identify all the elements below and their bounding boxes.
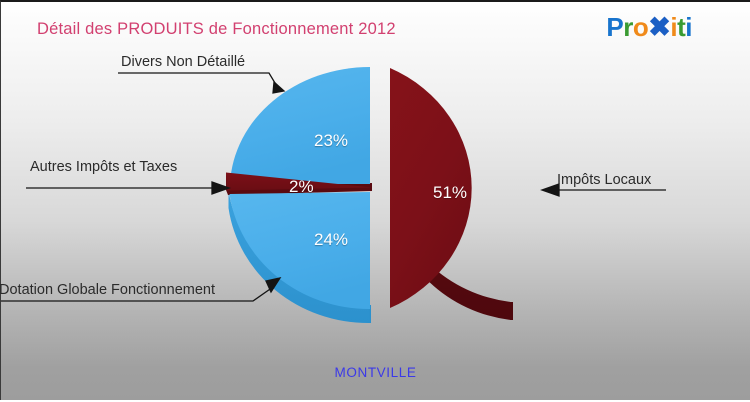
- slice-side-dotation: [228, 190, 369, 324]
- callout-leaders: [1, 72, 666, 302]
- slice-value-divers: 23%: [314, 131, 349, 150]
- slice-impots[interactable]: [390, 68, 472, 308]
- logo-letter-i1: i: [670, 12, 678, 42]
- slice-value-dotation: 24%: [314, 230, 349, 249]
- slice-side-impots-edge: [510, 302, 513, 320]
- arrow-dotation: [265, 277, 282, 294]
- page-title: Détail des PRODUITS de Fonctionnement 20…: [37, 20, 396, 38]
- arrow-autres: [211, 181, 231, 195]
- callout-label-impots: Impôts Locaux: [557, 172, 652, 188]
- slice-side-dotation-edge: [369, 305, 371, 323]
- logo-letter-r: r: [623, 12, 633, 42]
- chart-caption: MONTVILLE: [334, 365, 417, 380]
- arrow-divers: [272, 80, 286, 94]
- slice-value-impots: 51%: [433, 183, 468, 202]
- logo-letter-t: t: [677, 12, 686, 42]
- proxiti-logo[interactable]: Pro✖iti: [606, 14, 692, 41]
- logo-letter-p: P: [606, 12, 624, 42]
- callout-label-dotation: Dotation Globale Fonctionnement: [0, 282, 216, 298]
- callout-label-autres: Autres Impôts et Taxes: [30, 159, 178, 175]
- callout-label-divers: Divers Non Détaillé: [121, 54, 246, 70]
- logo-letter-o: o: [632, 12, 649, 42]
- slice-dotation[interactable]: [229, 192, 371, 310]
- logo-letter-i2: i: [685, 12, 692, 42]
- logo-letter-x-icon: ✖: [648, 12, 671, 42]
- slice-divers[interactable]: [230, 66, 370, 184]
- slice-value-autres: 2%: [289, 177, 314, 196]
- arrow-impots: [540, 183, 560, 197]
- slice-autres[interactable]: [226, 172, 372, 191]
